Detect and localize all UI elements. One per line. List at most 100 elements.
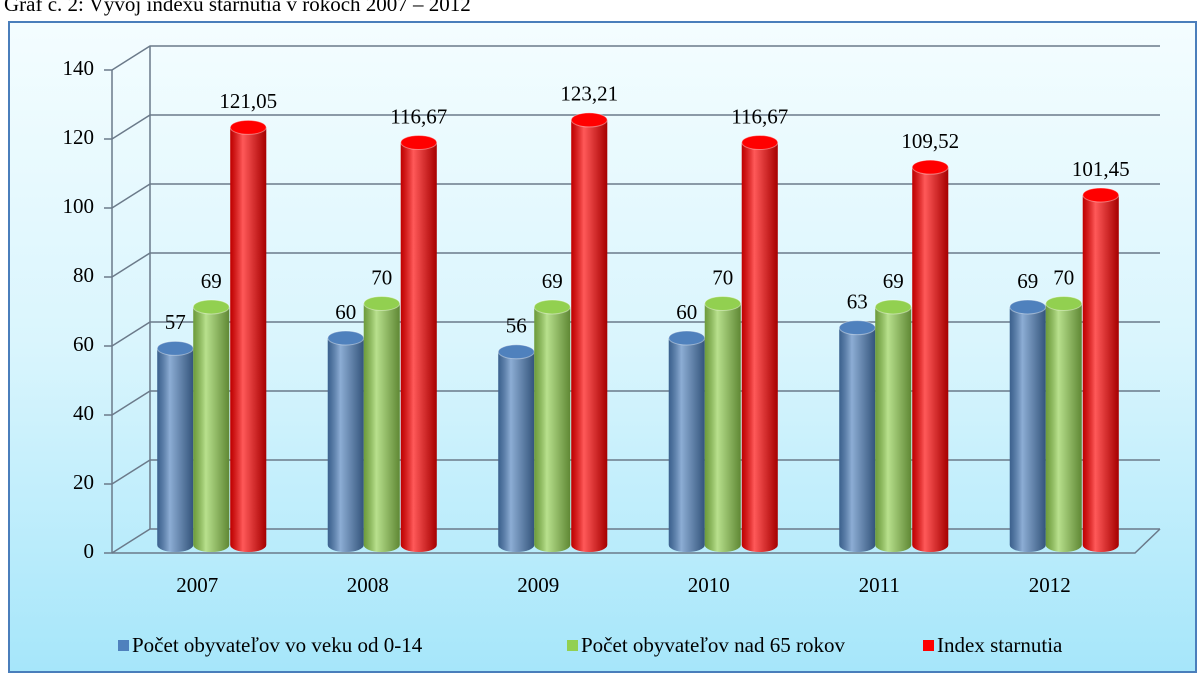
- cylinder-top: [497, 344, 535, 360]
- cylinder: [838, 320, 876, 552]
- cylinder: [570, 112, 608, 552]
- grid-line: [104, 183, 1160, 209]
- data-label: 60: [335, 300, 356, 324]
- legend-label: Počet obyvateľov nad 65 rokov: [581, 633, 845, 657]
- y-tick-label: 60: [73, 332, 94, 356]
- data-label: 60: [676, 300, 697, 324]
- y-tick-label: 80: [73, 263, 94, 287]
- x-tick-label: 2008: [347, 573, 389, 597]
- cylinder-top: [327, 330, 365, 346]
- cylinder-top: [741, 134, 779, 150]
- cylinder-shade: [157, 348, 194, 552]
- cylinder-top: [874, 299, 912, 315]
- data-label: 70: [371, 265, 392, 289]
- grid-line: [104, 45, 1160, 71]
- data-label: 121,05: [219, 89, 277, 113]
- cylinder-shade: [912, 167, 949, 552]
- y-tick-label: 40: [73, 401, 94, 425]
- cylinder: [400, 134, 438, 552]
- cylinder-top: [400, 134, 438, 150]
- cylinder-shade: [400, 142, 437, 552]
- cylinder: [704, 296, 742, 552]
- cylinder-top: [229, 119, 267, 135]
- cylinder-top: [363, 296, 401, 311]
- floor: [112, 528, 1161, 554]
- cylinder: [192, 299, 230, 552]
- cylinder: [668, 330, 706, 552]
- grid-line: [104, 528, 1160, 554]
- cylinder-top: [570, 112, 608, 128]
- grid-line: [104, 459, 1160, 485]
- chart-title: Graf č. 2: Vývoj indexu starnutia v roko…: [4, 0, 471, 16]
- y-tick-label: 100: [63, 194, 95, 218]
- cylinder-shade: [363, 303, 400, 552]
- cylinder: [497, 344, 535, 552]
- cylinder-top: [1009, 299, 1047, 315]
- cylinder: [1045, 296, 1083, 552]
- legend-marker: [567, 640, 578, 651]
- y-tick-label: 140: [63, 56, 95, 80]
- cylinder: [1082, 187, 1120, 552]
- legend-label: Index starnutia: [937, 633, 1063, 657]
- cylinder-shade: [839, 327, 876, 552]
- data-label: 63: [847, 289, 868, 313]
- cylinder-shade: [230, 127, 267, 552]
- cylinder-top: [911, 159, 949, 175]
- cylinder-top: [838, 320, 876, 336]
- cylinder: [911, 159, 949, 552]
- legend-label: Počet obyvateľov vo veku od 0-14: [132, 633, 423, 657]
- data-label: 109,52: [901, 129, 959, 153]
- cylinder-shade: [1082, 194, 1119, 552]
- data-label: 69: [201, 269, 222, 293]
- data-label: 70: [1053, 265, 1074, 289]
- x-tick-label: 2010: [688, 573, 730, 597]
- cylinder: [327, 330, 365, 552]
- x-tick-label: 2011: [859, 573, 900, 597]
- grid-line: [104, 114, 1160, 140]
- cylinder-shade: [534, 306, 571, 552]
- data-label: 123,21: [560, 82, 618, 106]
- cylinder-shade: [741, 142, 778, 552]
- cylinder-shade: [571, 119, 608, 552]
- y-tick-label: 0: [84, 539, 95, 563]
- cylinder-shade: [327, 338, 364, 552]
- grid-line: [104, 390, 1160, 416]
- x-tick-label: 2009: [517, 573, 559, 597]
- data-label: 69: [1017, 269, 1038, 293]
- legend-marker: [118, 640, 129, 651]
- cylinder-shade: [668, 338, 705, 552]
- cylinder-top: [192, 299, 230, 315]
- grid-line: [104, 252, 1160, 278]
- data-label: 70: [712, 265, 733, 289]
- data-label: 101,45: [1072, 157, 1130, 181]
- cylinder: [533, 299, 571, 552]
- cylinder-shade: [1009, 306, 1046, 552]
- cylinder: [363, 296, 401, 552]
- data-label: 56: [506, 314, 527, 338]
- cylinder: [156, 340, 194, 552]
- data-label: 116,67: [390, 104, 447, 128]
- cylinder: [229, 119, 267, 552]
- cylinder-shade: [498, 351, 535, 552]
- cylinder-top: [704, 296, 742, 311]
- cylinder-top: [1045, 296, 1083, 311]
- x-tick-label: 2007: [176, 573, 218, 597]
- data-label: 69: [542, 269, 563, 293]
- y-tick-label: 120: [63, 125, 95, 149]
- cylinder-top: [156, 340, 194, 356]
- cylinder: [741, 134, 779, 552]
- grid-line: [104, 321, 1160, 347]
- cylinder-top: [533, 299, 571, 315]
- x-tick-label: 2012: [1029, 573, 1071, 597]
- cylinder-shade: [1045, 303, 1082, 552]
- data-label: 57: [165, 310, 186, 334]
- data-label: 69: [883, 269, 904, 293]
- cylinder-top: [1082, 187, 1120, 203]
- cylinder: [1009, 299, 1047, 552]
- cylinder: [874, 299, 912, 552]
- cylinder-shade: [704, 303, 741, 552]
- legend-marker: [923, 640, 934, 651]
- data-label: 116,67: [731, 104, 788, 128]
